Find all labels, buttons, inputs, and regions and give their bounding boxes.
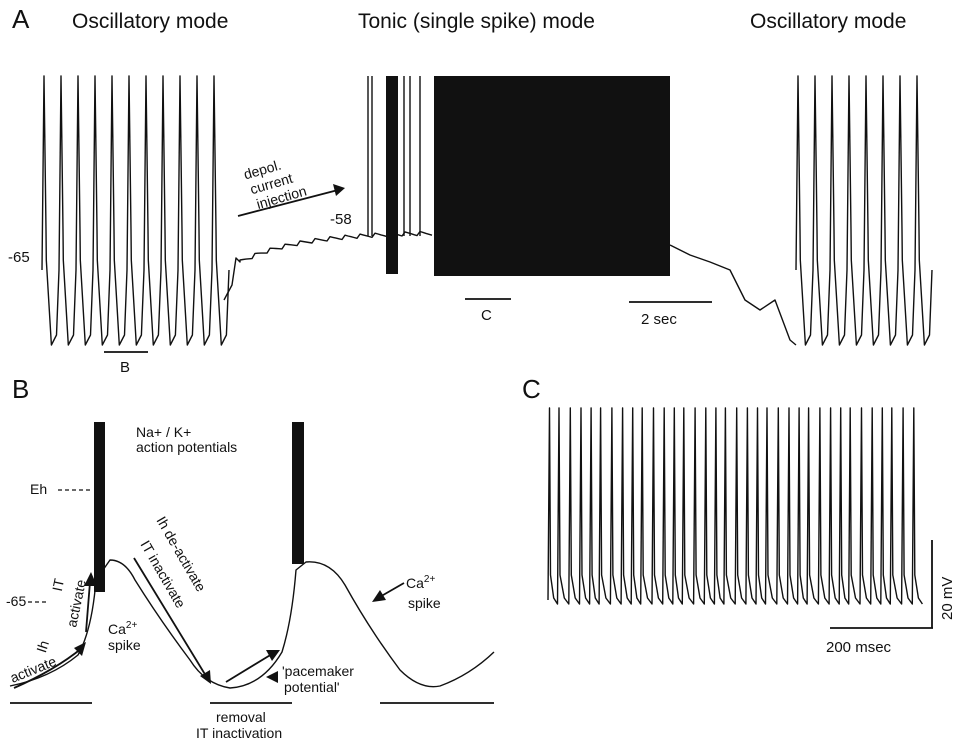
ca-spike-right-2: spike bbox=[408, 595, 441, 611]
panel-a-value-58: -58 bbox=[330, 211, 352, 228]
pacemaker-left-arrow bbox=[266, 671, 278, 683]
pacemaker-label-1: 'pacemaker bbox=[282, 663, 354, 679]
trace-oscillatory-right bbox=[795, 75, 933, 346]
ih-label: Ih bbox=[33, 638, 52, 654]
it-activate-arrow bbox=[85, 581, 91, 633]
ih-activate-text: activate bbox=[8, 653, 59, 686]
it-activate-text: activate bbox=[63, 578, 89, 629]
bar-c-label: C bbox=[481, 307, 492, 324]
burst-right bbox=[292, 422, 304, 564]
trace-oscillatory-left bbox=[41, 75, 230, 346]
inactivate-arrow bbox=[133, 557, 207, 677]
ca-spike-left-1: Ca2+ bbox=[108, 620, 137, 637]
tonic-spike-block bbox=[367, 76, 670, 276]
removal-text: removal bbox=[216, 709, 266, 725]
panel-c-letter: C bbox=[522, 374, 541, 404]
pacemaker-up-arrow bbox=[225, 653, 273, 683]
ih-activate-arrow bbox=[13, 647, 83, 689]
ap-label-line1: Na+ / K+ bbox=[136, 424, 191, 440]
trace-tonic-detail bbox=[547, 407, 923, 605]
ap-label-line2: action potentials bbox=[136, 439, 237, 455]
ca-spike-right-1: Ca2+ bbox=[406, 574, 435, 591]
scale-bar-20mv-label: 20 mV bbox=[939, 577, 956, 620]
it-label: IT bbox=[49, 577, 67, 593]
panel-a-value-65: -65 bbox=[8, 249, 30, 266]
scale-bar-2sec-label: 2 sec bbox=[641, 311, 677, 328]
mode-left-title: Oscillatory mode bbox=[72, 10, 228, 33]
bar-b-label: B bbox=[120, 359, 130, 376]
ca-spike-left-2: spike bbox=[108, 637, 141, 653]
burst-left bbox=[94, 422, 105, 592]
pacemaker-label-2: potential' bbox=[284, 679, 340, 695]
panel-b-letter: B bbox=[12, 374, 29, 404]
b-value-65: -65 bbox=[6, 593, 26, 609]
panel-a-letter: A bbox=[12, 4, 30, 34]
mode-center-title: Tonic (single spike) mode bbox=[358, 10, 595, 33]
mode-right-title: Oscillatory mode bbox=[750, 10, 906, 33]
eh-label: Eh bbox=[30, 481, 47, 497]
scale-bar-200ms-label: 200 msec bbox=[826, 639, 892, 656]
it-inactivation-text: IT inactivation bbox=[196, 725, 282, 741]
depol-arrow-head bbox=[333, 184, 345, 196]
depol-arrow bbox=[237, 189, 339, 217]
